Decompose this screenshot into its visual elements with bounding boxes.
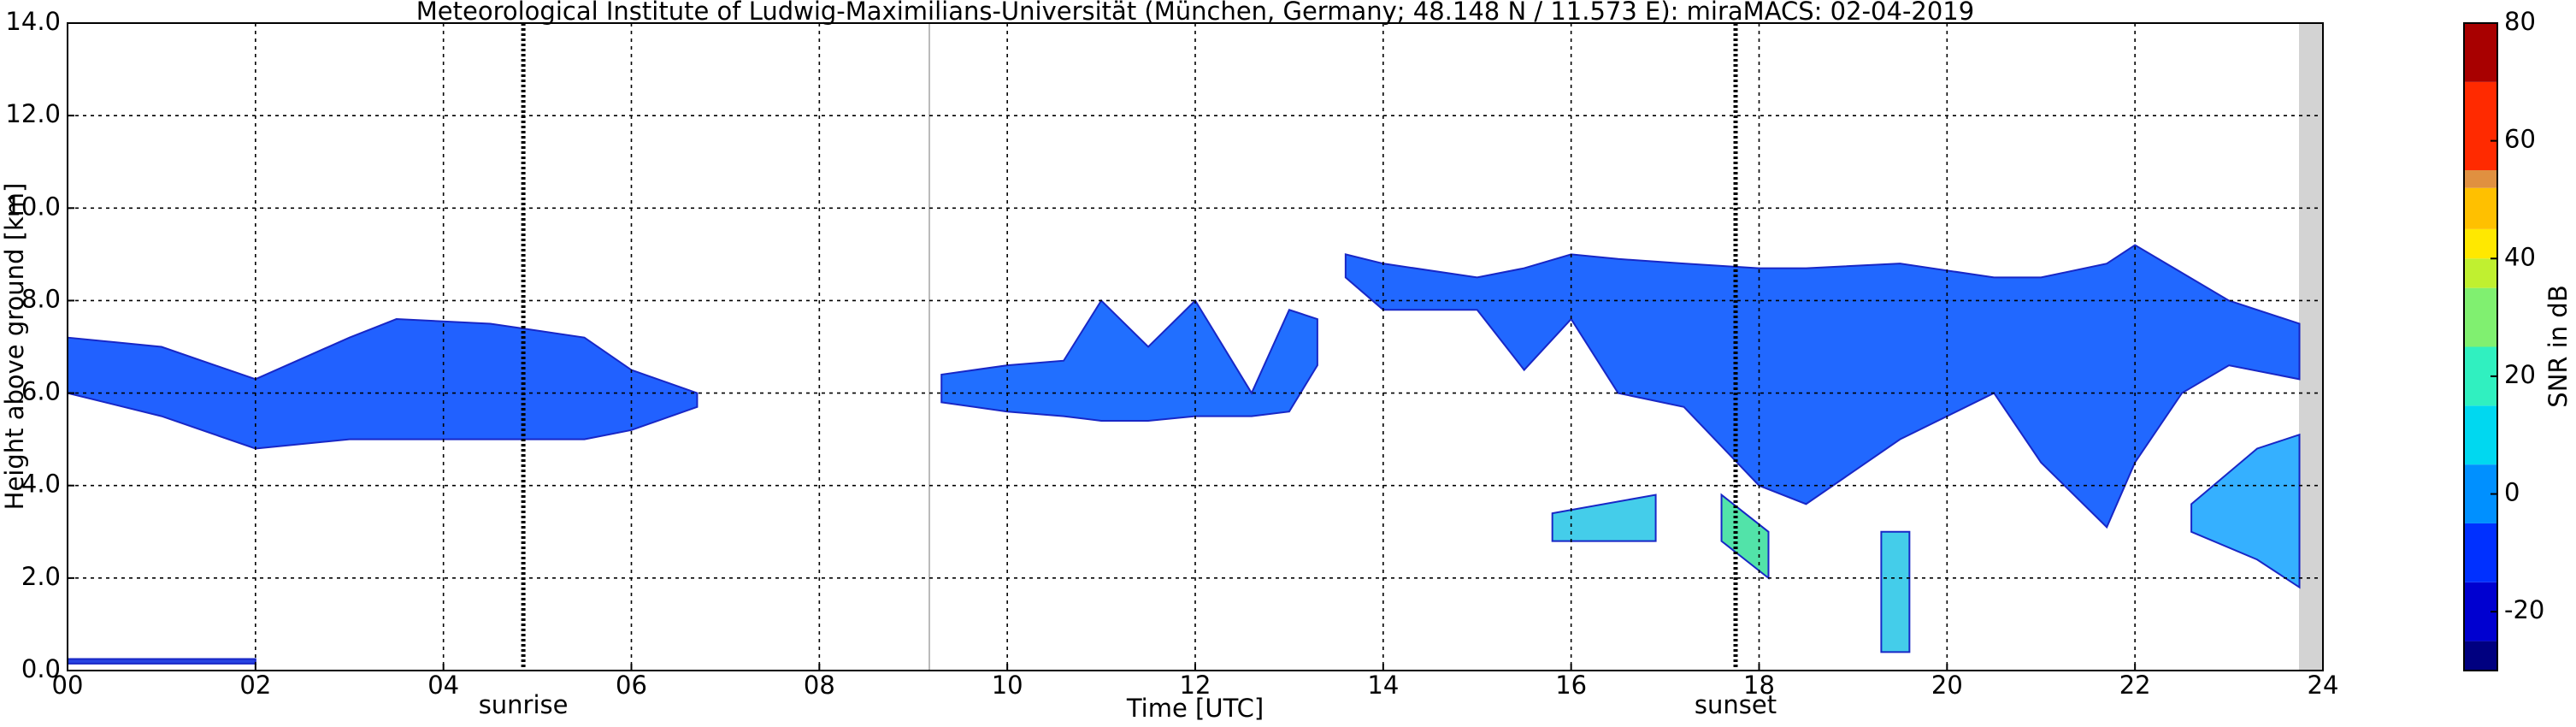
y-tick-label: 2.0 [21,562,61,591]
x-tick-label: 06 [616,671,647,700]
radar-echo [1720,493,1770,580]
x-tick-label: 16 [1555,671,1587,700]
colorbar-label: SNR in dB [2544,285,2573,407]
x-axis-label: Time [UTC] [1126,694,1264,723]
y-tick-label: 8.0 [21,284,61,313]
y-tick-label: 6.0 [21,377,61,406]
x-tick-label: 14 [1367,671,1399,700]
x-tick-label: 12 [1180,671,1211,700]
y-tick-label: 10.0 [5,192,61,221]
colorbar-tick-label: 0 [2504,478,2520,507]
colorbar-segment [2464,258,2497,288]
colorbar-segment [2464,187,2497,229]
colorbar-frame [2463,22,2498,671]
colorbar-segment [2464,23,2497,82]
x-tick-label: 02 [239,671,271,700]
plot-frame [67,22,2324,671]
annotation-label: sunrise [479,690,569,719]
colorbar-tick-label: 40 [2504,242,2536,271]
colorbar-tick-label: 80 [2504,7,2536,36]
colorbar-segment [2464,287,2497,347]
no-data-area [2299,23,2323,671]
x-tick-label: 22 [2119,671,2151,700]
radar-echo [1344,244,2301,529]
x-tick-label: 18 [1743,671,1775,700]
radar-echo [67,658,256,665]
x-tick-label: 20 [1931,671,1963,700]
y-tick-label: 0.0 [21,654,61,683]
y-tick-label: 14.0 [5,7,61,36]
colorbar-tick-label: 60 [2504,125,2536,154]
x-tick-label: 24 [2308,671,2339,700]
radar-echo [1880,530,1911,653]
x-tick-label: 04 [427,671,459,700]
colorbar-segment [2464,523,2497,582]
annotation-label: sunset [1695,690,1777,719]
radar-echo [1551,494,1657,542]
x-tick-label: 10 [992,671,1023,700]
y-axis-label: Height above ground [km] [0,183,29,511]
y-tick-label: 4.0 [21,470,61,499]
radar-echo [940,298,1318,423]
colorbar-tick-label: -20 [2504,595,2544,624]
radar-echo [67,318,699,450]
colorbar-segment [2464,641,2497,671]
y-tick-label: 12.0 [5,99,61,128]
radar-echo [2190,433,2301,589]
colorbar-segment [2464,405,2497,465]
colorbar-tick-label: 20 [2504,360,2536,389]
chart-title: Meteorological Institute of Ludwig-Maxim… [416,0,1974,26]
colorbar-segment [2464,81,2497,171]
x-tick-label: 08 [804,671,835,700]
colorbar-segment [2464,228,2497,259]
x-tick-label: 00 [52,671,84,700]
colorbar-segment [2464,170,2497,188]
